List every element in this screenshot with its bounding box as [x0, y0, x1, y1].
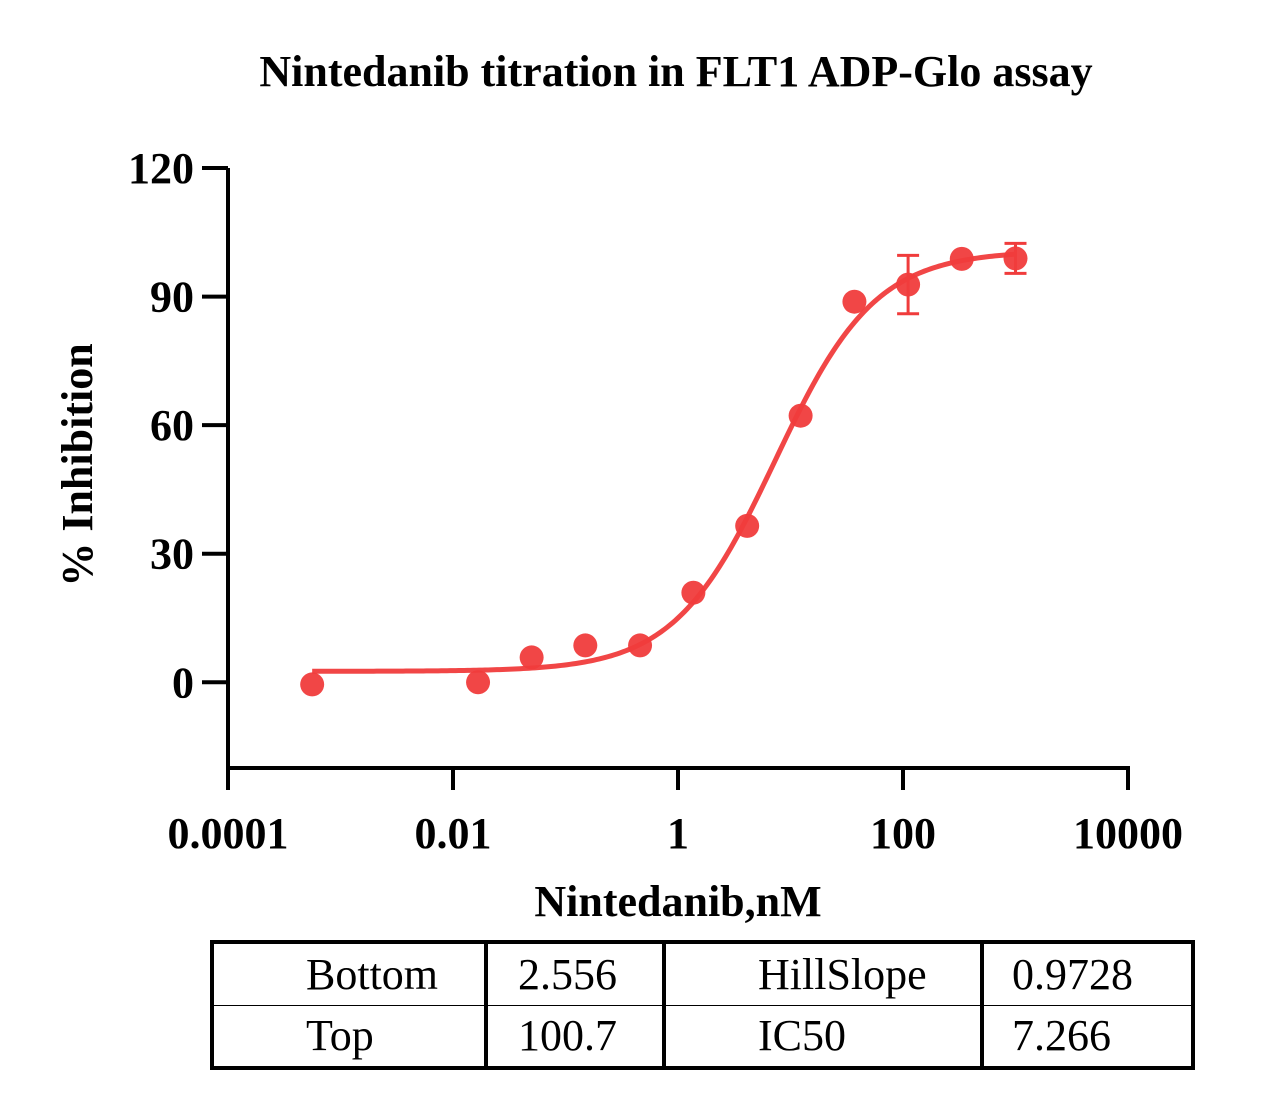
data-point [519, 645, 544, 670]
data-point [466, 670, 491, 695]
table-row: Top 100.7 IC50 7.266 [212, 1005, 1193, 1068]
y-axis-label: % Inhibition [53, 343, 102, 586]
data-point [681, 580, 706, 605]
param-value-hillslope: 0.9728 [982, 942, 1193, 1006]
param-value-ic50: 7.266 [1012, 1011, 1111, 1061]
y-tick-label: 90 [150, 273, 194, 322]
y-tick-label: 120 [128, 144, 194, 193]
x-tick-label: 0.01 [415, 809, 492, 858]
chart-title: Nintedanib titration in FLT1 ADP-Glo ass… [259, 47, 1092, 96]
dose-response-chart: Nintedanib titration in FLT1 ADP-Glo ass… [53, 47, 1183, 926]
data-point [735, 513, 760, 538]
y-tick-label: 30 [150, 530, 194, 579]
y-axis-ticks: 0 30 60 90 120 [128, 144, 228, 707]
data-point [1003, 246, 1028, 271]
param-label-hillslope: HillSlope [664, 942, 984, 1006]
data-point [573, 633, 598, 658]
fit-curve-layer [312, 251, 1016, 674]
x-tick-label: 100 [870, 809, 936, 858]
x-tick-label: 1 [667, 809, 689, 858]
x-axis-label: Nintedanib,nM [534, 877, 821, 926]
fit-parameters-table: Bottom 2.556 HillSlope 0.9728 Top 100.7 … [210, 940, 1195, 1070]
x-tick-label: 10000 [1073, 809, 1183, 858]
fit-curve [312, 251, 1016, 674]
param-label-top: Top [212, 1005, 488, 1068]
param-label-ic50: IC50 [664, 1005, 984, 1068]
data-point [300, 672, 325, 697]
y-tick-label: 60 [150, 401, 194, 450]
data-point [842, 289, 867, 314]
x-axis-ticks: 0.0001 0.01 1 100 10000 [168, 768, 1183, 858]
param-value-bottom: 2.556 [486, 942, 666, 1006]
data-point [628, 633, 653, 658]
data-point [949, 246, 974, 271]
param-label-bottom: Bottom [212, 942, 488, 1006]
x-tick-label: 0.0001 [168, 809, 289, 858]
table-row: Bottom 2.556 HillSlope 0.9728 [212, 942, 1193, 1006]
data-point [896, 272, 921, 297]
param-value-top: 100.7 [486, 1005, 666, 1068]
data-point [788, 403, 813, 428]
y-tick-label: 0 [172, 658, 194, 707]
data-points-layer [300, 246, 1028, 697]
